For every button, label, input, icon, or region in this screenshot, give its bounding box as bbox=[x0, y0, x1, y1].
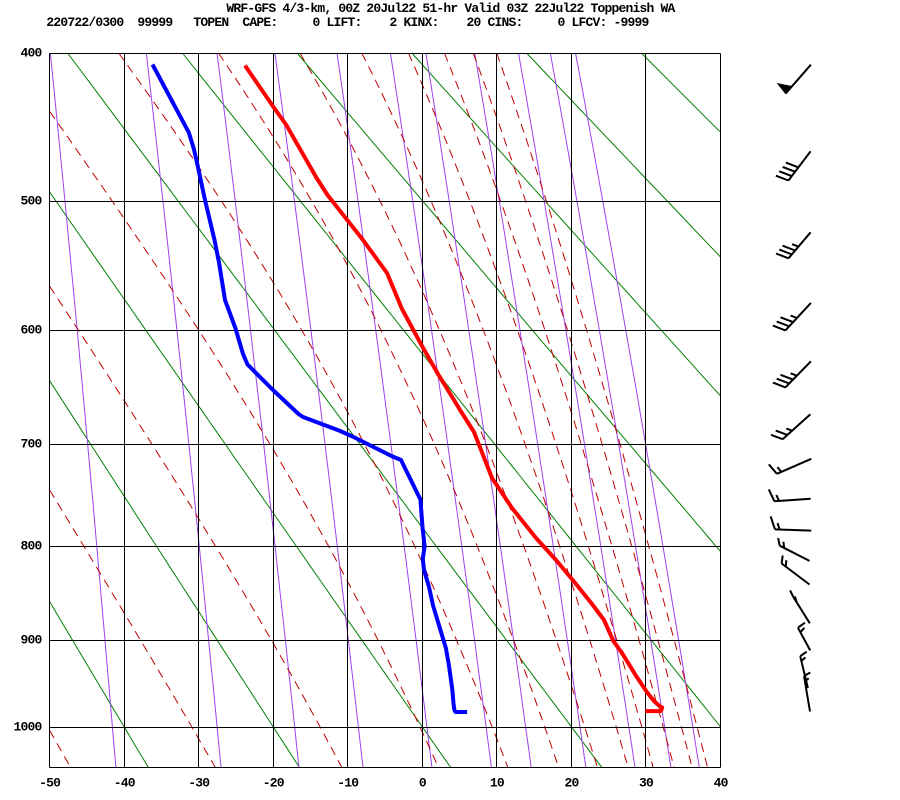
svg-text:0: 0 bbox=[419, 776, 427, 791]
svg-text:500: 500 bbox=[20, 194, 42, 209]
svg-text:-30: -30 bbox=[188, 776, 210, 791]
svg-text:20: 20 bbox=[564, 776, 579, 791]
svg-text:-50: -50 bbox=[39, 776, 61, 791]
svg-text:WRF-GFS 4/3-km, 00Z 20Jul22 51: WRF-GFS 4/3-km, 00Z 20Jul22 51-hr Valid … bbox=[226, 1, 675, 16]
svg-text:220722/0300 99999 TOPEN CA: 220722/0300 99999 TOPEN CAPE: 0 LIFT: 2 … bbox=[46, 15, 649, 30]
svg-text:700: 700 bbox=[20, 437, 42, 452]
svg-text:800: 800 bbox=[20, 539, 42, 554]
svg-text:40: 40 bbox=[714, 776, 729, 791]
svg-text:30: 30 bbox=[639, 776, 654, 791]
svg-text:400: 400 bbox=[20, 46, 42, 61]
svg-text:-10: -10 bbox=[337, 776, 359, 791]
svg-text:10: 10 bbox=[490, 776, 505, 791]
svg-text:-20: -20 bbox=[263, 776, 285, 791]
svg-text:900: 900 bbox=[20, 633, 42, 648]
svg-text:600: 600 bbox=[20, 323, 42, 338]
svg-text:-40: -40 bbox=[114, 776, 136, 791]
svg-text:1000: 1000 bbox=[13, 720, 42, 735]
